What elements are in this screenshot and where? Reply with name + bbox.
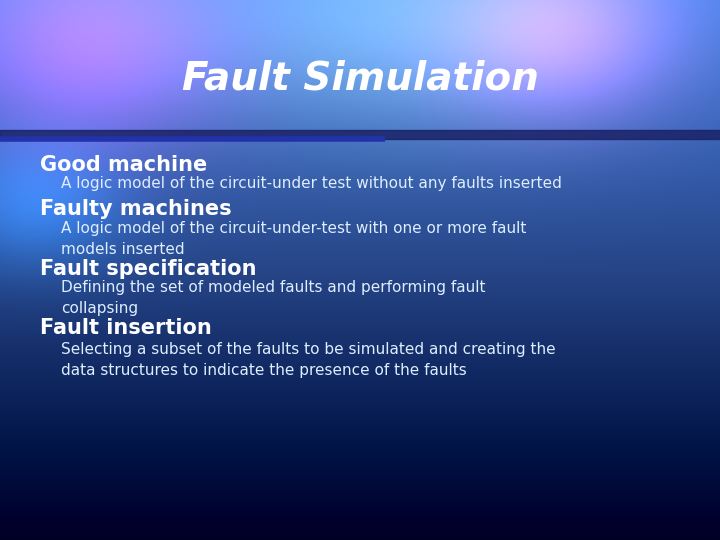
Text: Fault Simulation: Fault Simulation (181, 59, 539, 97)
Text: A logic model of the circuit-under test without any faults inserted: A logic model of the circuit-under test … (61, 176, 562, 191)
Text: A logic model of the circuit-under-test with one or more fault
models inserted: A logic model of the circuit-under-test … (61, 221, 526, 256)
Text: Fault insertion: Fault insertion (40, 318, 212, 338)
Text: Faulty machines: Faulty machines (40, 199, 231, 219)
Text: Defining the set of modeled faults and performing fault
collapsing: Defining the set of modeled faults and p… (61, 280, 486, 316)
Text: Fault specification: Fault specification (40, 259, 256, 279)
Text: Good machine: Good machine (40, 154, 207, 175)
Text: Selecting a subset of the faults to be simulated and creating the
data structure: Selecting a subset of the faults to be s… (61, 342, 556, 378)
